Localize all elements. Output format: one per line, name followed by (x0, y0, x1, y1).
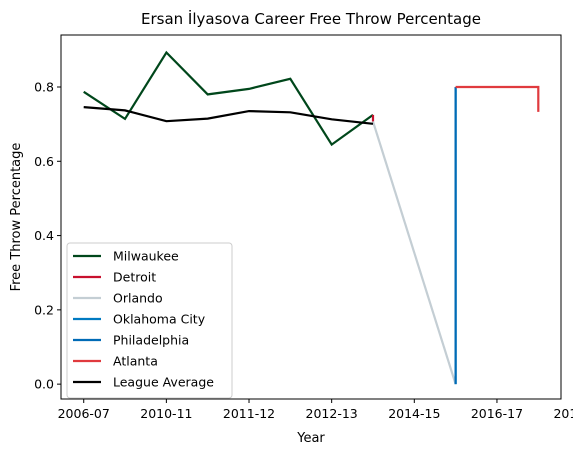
x-tick-label: 2011-12 (223, 406, 275, 421)
plot-frame (60, 34, 562, 400)
legend-label-milwaukee: Milwaukee (113, 249, 179, 264)
series-line-atlanta (455, 85, 540, 112)
axes: 2006-07 2010-11 2011-12 2012-13 2014-15 2016-… (34, 34, 573, 421)
x-tick-label: 2017-18 (553, 406, 573, 421)
y-tick-label: 0.8 (34, 80, 54, 95)
legend-label-orlando: Orlando (113, 291, 163, 306)
y-tick-label: 0.0 (34, 377, 54, 392)
series-line-orlando (371, 121, 457, 385)
chart-title: Ersan İlyasova Career Free Throw Percent… (141, 9, 481, 28)
legend-box (66, 242, 233, 399)
legend-label-league-average: League Average (113, 375, 214, 390)
x-tick-label: 2010-11 (140, 406, 192, 421)
y-tick-label: 0.6 (34, 154, 54, 169)
x-tick-label: 2006-07 (58, 406, 110, 421)
legend: Milwaukee Detroit Orlando Oklahoma City Phil… (66, 242, 233, 399)
series-line-league-average (83, 106, 374, 125)
series-line-milwaukee (83, 50, 374, 147)
x-tick-label: 2012-13 (306, 406, 358, 421)
legend-label-detroit: Detroit (113, 270, 156, 285)
plot-area (83, 50, 540, 385)
x-tick-label: 2016-17 (471, 406, 523, 421)
legend-label-philadelphia: Philadelphia (113, 333, 189, 348)
legend-label-atlanta: Atlanta (113, 354, 158, 369)
y-tick-label: 0.4 (34, 228, 54, 243)
legend-label-oklahoma-city: Oklahoma City (113, 312, 206, 327)
x-tick-label: 2014-15 (388, 406, 440, 421)
y-tick-label: 0.2 (34, 302, 54, 317)
y-axis-title: Free Throw Percentage (9, 143, 24, 292)
x-axis-title: Year (296, 431, 325, 446)
